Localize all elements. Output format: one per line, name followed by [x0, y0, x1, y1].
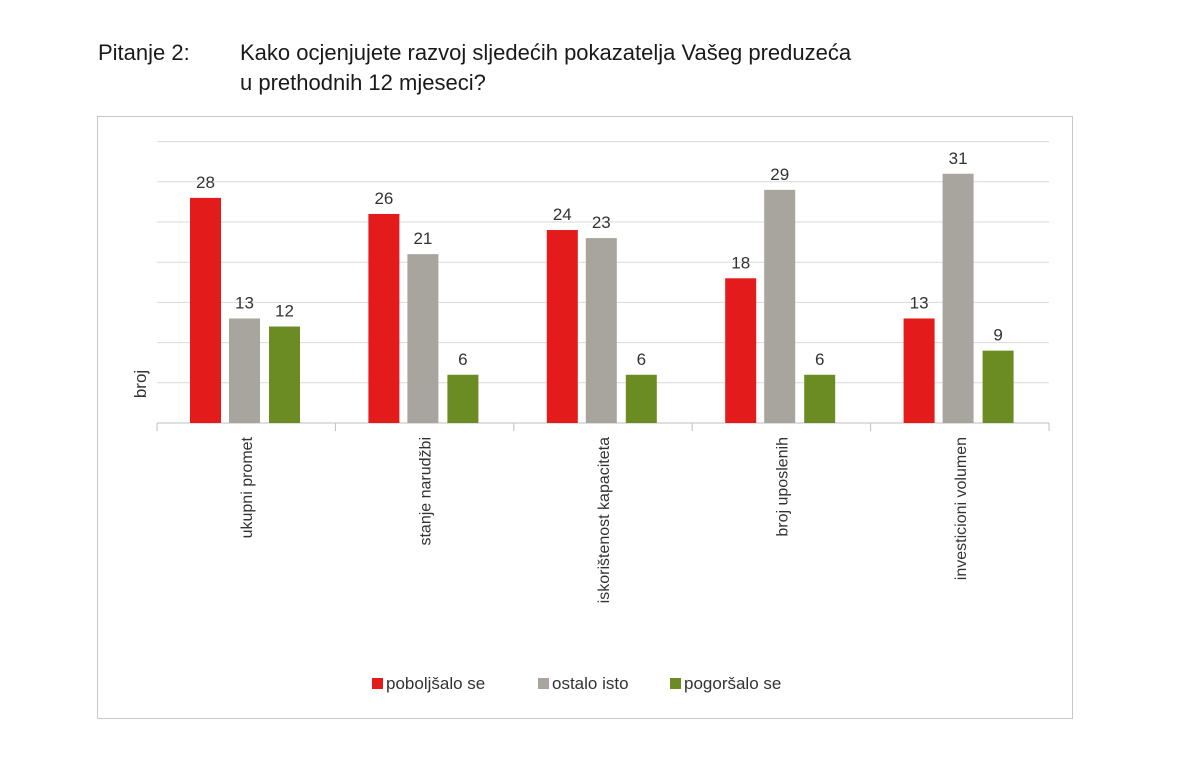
- category-label: investicioni volumen: [953, 437, 970, 580]
- bar: [229, 318, 260, 423]
- legend-swatch: [670, 678, 681, 689]
- legend-swatch: [372, 678, 383, 689]
- data-label: 6: [815, 350, 824, 369]
- bar: [625, 374, 657, 423]
- bar: [407, 254, 439, 423]
- bar: [725, 278, 757, 423]
- data-label: 24: [553, 205, 572, 224]
- legend-label: ostalo isto: [552, 674, 629, 693]
- data-label: 31: [949, 149, 968, 168]
- bar: [269, 326, 300, 423]
- category-label: broj uposlenih: [774, 437, 791, 537]
- question-number: Pitanje 2:: [98, 40, 190, 65]
- data-label: 28: [196, 173, 215, 192]
- bar: [982, 350, 1014, 423]
- legend-label: poboljšalo se: [386, 674, 485, 693]
- data-label: 18: [731, 253, 750, 272]
- category-label: iskorištenost kapaciteta: [596, 437, 613, 603]
- data-label: 9: [993, 326, 1002, 345]
- data-label: 29: [770, 165, 789, 184]
- bar: [804, 374, 836, 423]
- data-label: 6: [637, 350, 646, 369]
- data-label: 26: [374, 189, 393, 208]
- bar: [585, 238, 617, 423]
- bar: [764, 189, 796, 423]
- bar: [447, 374, 479, 423]
- data-label: 23: [592, 213, 611, 232]
- question-line-2: u prethodnih 12 mjeseci?: [240, 70, 486, 95]
- chart-frame: [97, 116, 1073, 719]
- data-label: 13: [910, 293, 929, 312]
- data-label: 6: [458, 350, 467, 369]
- legend-swatch: [538, 678, 549, 689]
- bar: [546, 230, 578, 423]
- bar: [190, 197, 221, 423]
- category-label: stanje narudžbi: [418, 437, 435, 546]
- question-line-1: Kako ocjenjujete razvoj sljedećih pokaza…: [240, 40, 852, 65]
- data-label: 12: [275, 302, 294, 321]
- category-label: ukupni promet: [239, 436, 256, 538]
- question-text: Kako ocjenjujete razvoj sljedećih pokaza…: [240, 38, 1000, 98]
- bar: [942, 173, 974, 423]
- legend-label: pogoršalo se: [684, 674, 781, 693]
- bar: [368, 213, 400, 423]
- bar: [903, 318, 935, 423]
- data-label: 21: [413, 229, 432, 248]
- data-label: 13: [235, 293, 254, 312]
- y-axis-label: broj: [131, 370, 150, 398]
